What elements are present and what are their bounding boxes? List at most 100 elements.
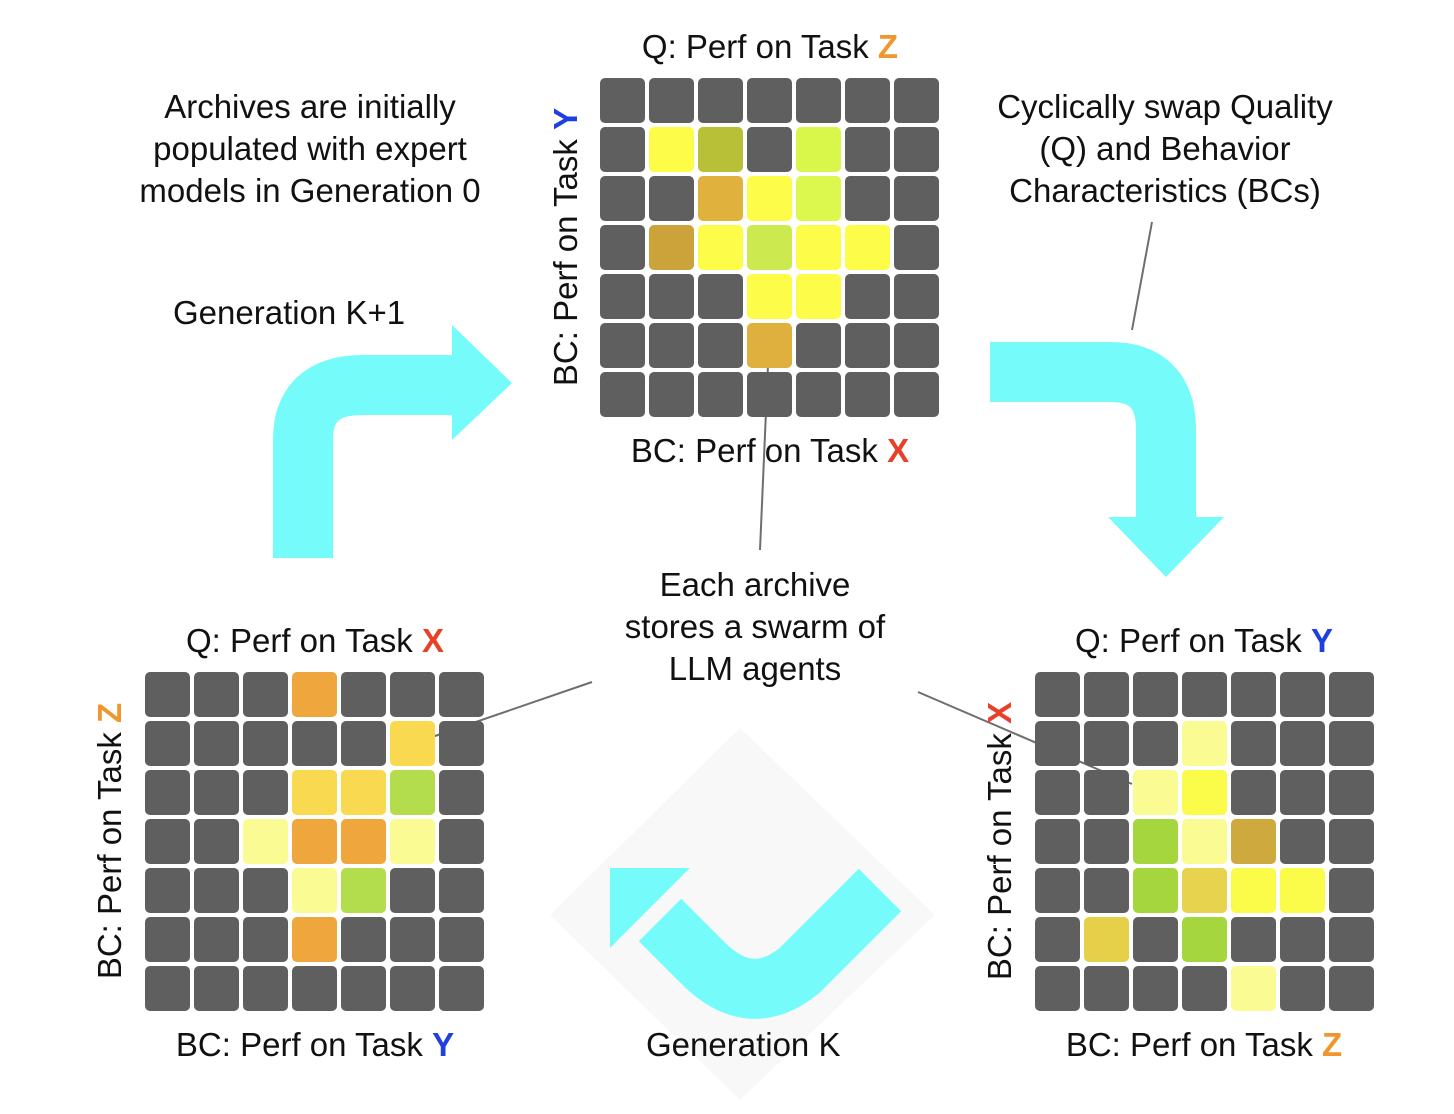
archive-cell-filled bbox=[390, 770, 435, 815]
note-cyclic-swap-line: (Q) and Behavior bbox=[1039, 130, 1291, 167]
left-bc-x-prefix: BC: Perf on Task bbox=[175, 1026, 433, 1063]
archive-cell-empty bbox=[747, 372, 792, 417]
gen-k-arrow-head bbox=[610, 868, 690, 948]
archive-cell-empty bbox=[194, 721, 239, 766]
archive-cell-empty bbox=[439, 721, 484, 766]
archive-cell-empty bbox=[145, 819, 190, 864]
top-bc-y-label: BC: Perf on Task Y bbox=[547, 97, 589, 397]
archive-cell-empty bbox=[894, 274, 939, 319]
archive-cell-filled bbox=[796, 274, 841, 319]
archive-cell-empty bbox=[194, 819, 239, 864]
note-cyclic-swap-line: Characteristics (BCs) bbox=[1009, 172, 1321, 209]
archive-cell-empty bbox=[145, 721, 190, 766]
archive-cell-filled bbox=[1133, 868, 1178, 913]
archive-cell-filled bbox=[292, 917, 337, 962]
archive-cell-filled bbox=[292, 819, 337, 864]
archive-cell-empty bbox=[1182, 672, 1227, 717]
archive-cell-empty bbox=[390, 917, 435, 962]
archive-cell-empty bbox=[796, 372, 841, 417]
archive-cell-filled bbox=[1231, 819, 1276, 864]
archive-cell-empty bbox=[439, 770, 484, 815]
archive-cell-empty bbox=[1084, 819, 1129, 864]
archive-cell-empty bbox=[1133, 966, 1178, 1011]
archive-cell-filled bbox=[747, 323, 792, 368]
top-bc-x-task-letter: X bbox=[887, 432, 910, 469]
archive-cell-empty bbox=[1084, 966, 1129, 1011]
archive-cell-empty bbox=[194, 868, 239, 913]
archive-cell-empty bbox=[1035, 966, 1080, 1011]
archive-cell-empty bbox=[600, 176, 645, 221]
archive-cell-empty bbox=[845, 372, 890, 417]
archive-cell-filled bbox=[1231, 966, 1276, 1011]
archive-cell-empty bbox=[649, 323, 694, 368]
archive-cell-empty bbox=[894, 225, 939, 270]
archive-cell-filled bbox=[1133, 819, 1178, 864]
note-cyclic-swap: Cyclically swap Quality (Q) and Behavior… bbox=[950, 86, 1380, 212]
archive-cell-filled bbox=[747, 176, 792, 221]
archive-cell-empty bbox=[243, 770, 288, 815]
archive-cell-empty bbox=[1035, 770, 1080, 815]
archive-cell-filled bbox=[649, 127, 694, 172]
archive-cell-empty bbox=[1231, 770, 1276, 815]
archive-cell-empty bbox=[439, 672, 484, 717]
archive-cell-empty bbox=[1231, 917, 1276, 962]
top-bc-x-label: BC: Perf on Task X bbox=[560, 430, 980, 472]
archive-cell-empty bbox=[1329, 819, 1374, 864]
top-q-label: Q: Perf on Task Z bbox=[560, 26, 980, 68]
archive-cell-filled bbox=[796, 176, 841, 221]
archive-cell-empty bbox=[1084, 868, 1129, 913]
right-q-prefix: Q: Perf on Task bbox=[1074, 622, 1311, 659]
archive-cell-empty bbox=[341, 672, 386, 717]
archive-cell-empty bbox=[341, 917, 386, 962]
archive-cell-empty bbox=[1084, 721, 1129, 766]
archive-cell-empty bbox=[1133, 672, 1178, 717]
archive-cell-empty bbox=[439, 966, 484, 1011]
left-q-label: Q: Perf on Task X bbox=[105, 620, 525, 662]
archive-cell-empty bbox=[292, 966, 337, 1011]
archive-cell-filled bbox=[1182, 819, 1227, 864]
archive-cell-empty bbox=[1329, 966, 1374, 1011]
archive-cell-empty bbox=[1280, 917, 1325, 962]
archive-cell-empty bbox=[194, 770, 239, 815]
archive-cell-empty bbox=[894, 127, 939, 172]
archive-cell-empty bbox=[698, 372, 743, 417]
archive-cell-empty bbox=[439, 917, 484, 962]
note-swarm-line: Each archive bbox=[659, 566, 851, 603]
archive-cell-empty bbox=[145, 672, 190, 717]
archive-cell-filled bbox=[845, 225, 890, 270]
archive-cell-filled bbox=[747, 274, 792, 319]
archive-cell-empty bbox=[845, 323, 890, 368]
archive-cell-empty bbox=[649, 78, 694, 123]
archive-cell-empty bbox=[145, 966, 190, 1011]
left-bc-x-task-letter: Y bbox=[432, 1026, 455, 1063]
archive-cell-filled bbox=[1084, 917, 1129, 962]
right-bc-y-prefix: BC: Perf on Task bbox=[981, 723, 1018, 981]
gen-k1-arrow-shaft bbox=[273, 355, 460, 558]
archive-cell-filled bbox=[796, 225, 841, 270]
archive-cell-empty bbox=[747, 78, 792, 123]
archive-cell-empty bbox=[1329, 672, 1374, 717]
archive-cell-filled bbox=[1280, 868, 1325, 913]
archive-cell-filled bbox=[1182, 721, 1227, 766]
archive-cell-empty bbox=[1329, 917, 1374, 962]
left-archive-grid bbox=[145, 672, 484, 1011]
archive-cell-empty bbox=[390, 966, 435, 1011]
archive-cell-empty bbox=[796, 78, 841, 123]
archive-cell-filled bbox=[1182, 868, 1227, 913]
swap-arrow-head bbox=[1108, 517, 1224, 577]
archive-cell-empty bbox=[243, 966, 288, 1011]
archive-cell-empty bbox=[145, 868, 190, 913]
archive-cell-empty bbox=[600, 274, 645, 319]
archive-cell-empty bbox=[145, 917, 190, 962]
leader-line-right bbox=[917, 691, 1133, 785]
archive-cell-filled bbox=[243, 819, 288, 864]
archive-cell-empty bbox=[390, 672, 435, 717]
archive-cell-empty bbox=[845, 176, 890, 221]
note-archives-initial-line: models in Generation 0 bbox=[139, 172, 481, 209]
archive-cell-filled bbox=[292, 868, 337, 913]
top-q-task-letter: Z bbox=[877, 28, 899, 65]
archive-cell-filled bbox=[649, 225, 694, 270]
archive-cell-filled bbox=[796, 127, 841, 172]
archive-cell-empty bbox=[1035, 721, 1080, 766]
archive-cell-empty bbox=[439, 819, 484, 864]
